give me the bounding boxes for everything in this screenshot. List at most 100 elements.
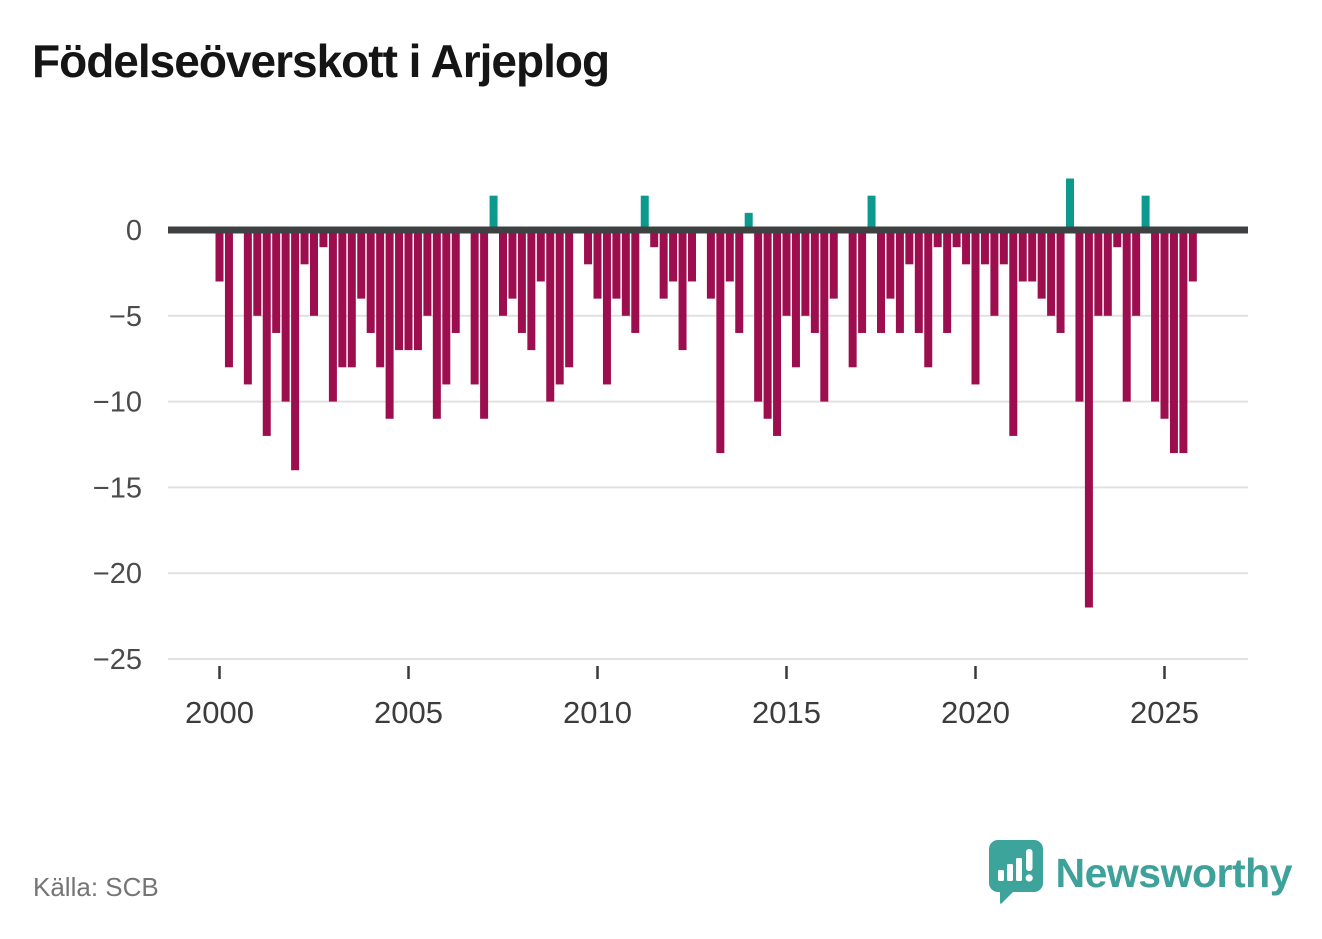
bar-negative <box>924 230 933 368</box>
bar-negative <box>659 230 668 299</box>
bar-negative <box>432 230 441 419</box>
y-axis-label: −10 <box>93 387 142 419</box>
chart-title: Födelseöverskott i Arjeplog <box>32 35 610 87</box>
bar-positive <box>640 195 649 230</box>
bar-negative <box>300 230 309 265</box>
bar-negative <box>678 230 687 351</box>
bar-negative <box>1075 230 1084 402</box>
bar-negative <box>1188 230 1197 282</box>
bar-negative <box>999 230 1008 265</box>
bar-negative <box>1028 230 1037 282</box>
bar-negative <box>253 230 262 316</box>
bar-negative <box>565 230 574 368</box>
gridline <box>168 658 1248 660</box>
bar-negative <box>1122 230 1131 402</box>
bar-negative <box>328 230 337 402</box>
bar-negative <box>1094 230 1103 316</box>
y-axis-label: −25 <box>93 644 142 676</box>
bar-negative <box>688 230 696 282</box>
bar-negative <box>962 230 971 265</box>
bar-negative <box>1179 230 1188 454</box>
bar-negative <box>773 230 782 436</box>
bar-negative <box>782 230 791 316</box>
bar-negative <box>376 230 385 368</box>
source-note: Källa: SCB <box>33 872 159 902</box>
bar-negative <box>763 230 772 419</box>
bar-negative <box>366 230 375 333</box>
bar-positive <box>867 195 876 230</box>
bar-negative <box>442 230 451 385</box>
x-axis-label: 2020 <box>941 695 1010 730</box>
bar-negative <box>395 230 404 351</box>
bar-negative <box>1018 230 1027 282</box>
gridline <box>168 572 1248 575</box>
y-axis-label: 0 <box>126 215 142 247</box>
bar-negative <box>612 230 621 299</box>
bar-negative <box>470 230 479 385</box>
bar-negative <box>631 230 640 333</box>
bar-negative <box>829 230 838 299</box>
bar-negative <box>262 230 271 436</box>
bar-negative <box>933 230 942 248</box>
bar-positive <box>744 212 753 230</box>
bar-negative <box>291 230 300 471</box>
bar-negative <box>886 230 895 299</box>
bar-negative <box>451 230 460 333</box>
bar-negative <box>952 230 961 248</box>
bar-positive <box>1141 195 1150 230</box>
bar-negative <box>848 230 857 368</box>
y-axis-label: −5 <box>109 301 142 333</box>
bar-negative <box>215 230 224 282</box>
bar-negative <box>801 230 810 316</box>
bar-negative <box>404 230 413 351</box>
x-axis-tick <box>1163 666 1166 679</box>
gridline <box>168 314 1248 317</box>
bar-negative <box>1009 230 1018 436</box>
x-axis-label: 2010 <box>563 695 632 730</box>
bar-negative <box>593 230 602 299</box>
bar-negative <box>858 230 867 333</box>
bar-negative <box>669 230 678 282</box>
bar-negative <box>243 230 252 385</box>
bar-negative <box>224 230 233 368</box>
bar-negative <box>1103 230 1112 316</box>
bar-negative <box>1169 230 1178 454</box>
bar-negative <box>347 230 356 368</box>
bar-negative <box>602 230 611 385</box>
bar-negative <box>1113 230 1122 248</box>
bar-negative <box>1084 230 1093 608</box>
bar-negative <box>791 230 800 368</box>
newsworthy-bar-chart-bubble-icon <box>988 838 1044 909</box>
bar-negative <box>527 230 536 351</box>
zero-line <box>168 226 1248 234</box>
x-axis-tick <box>785 666 788 679</box>
bar-negative <box>1037 230 1046 299</box>
brand-name: Newsworthy <box>1055 849 1293 896</box>
bar-negative <box>905 230 914 265</box>
bar-negative <box>914 230 923 333</box>
bar-negative <box>413 230 422 351</box>
bar-negative <box>536 230 545 282</box>
bar-negative <box>820 230 829 402</box>
bar-negative <box>754 230 763 402</box>
x-axis-tick <box>596 666 599 679</box>
bar-negative <box>725 230 734 282</box>
bar-negative <box>980 230 989 265</box>
bar-negative <box>1047 230 1056 316</box>
bar-negative <box>810 230 819 333</box>
x-axis-tick <box>974 666 977 679</box>
brand-logo: Newsworthy <box>988 838 1293 909</box>
bar-negative <box>272 230 281 333</box>
bar-negative <box>584 230 593 265</box>
gridline <box>168 486 1248 489</box>
bar-negative <box>895 230 904 333</box>
bar-negative <box>971 230 980 385</box>
x-axis-tick <box>218 666 221 679</box>
bar-negative <box>508 230 517 299</box>
bar-negative <box>546 230 555 402</box>
bar-negative <box>310 230 318 316</box>
bar-negative <box>943 230 952 333</box>
bar-negative <box>555 230 564 385</box>
